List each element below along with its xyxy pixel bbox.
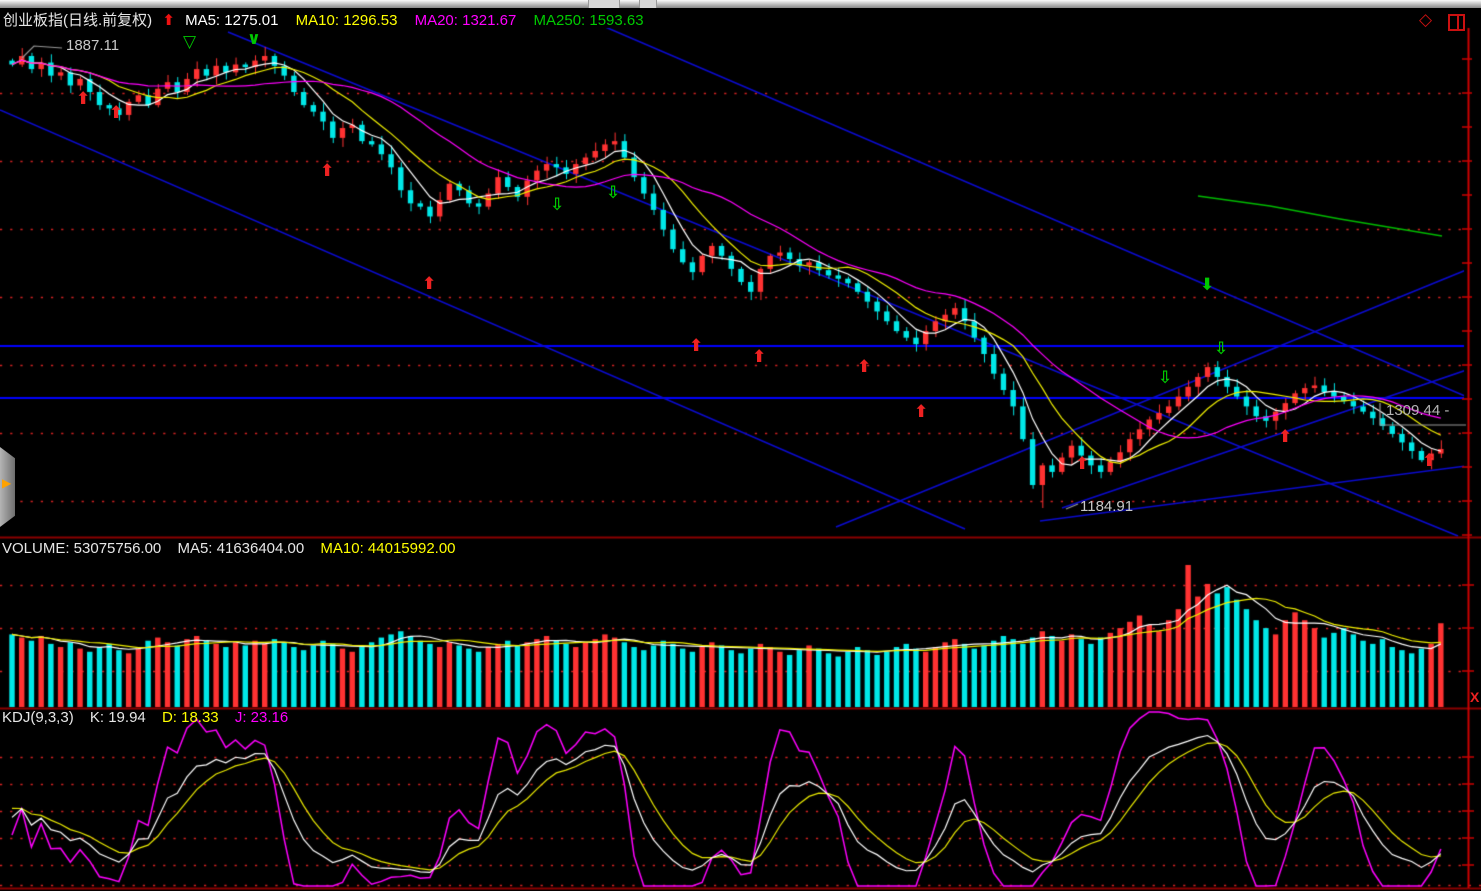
volume-ma5-label: MA5: 41636404.00 bbox=[177, 540, 305, 557]
sell-signal-hollow-arrow: ⇩ bbox=[606, 183, 621, 202]
sell-signal-hollow-arrow: ▽ bbox=[183, 32, 197, 51]
kdj-title-label: KDJ(9,3,3) bbox=[2, 709, 74, 726]
buy-signal-arrow: ⬆ bbox=[422, 274, 437, 293]
symbol-title: 创业板指(日线.前复权) bbox=[3, 12, 153, 29]
diamond-icon[interactable]: ◇ bbox=[1419, 10, 1433, 29]
kdj-k-label: K: 19.94 bbox=[89, 709, 146, 726]
kdj-d-label: D: 18.33 bbox=[161, 709, 219, 726]
buy-signal-arrow: ⬆ bbox=[689, 336, 704, 355]
buy-signal-arrow: ⬆ bbox=[752, 347, 767, 366]
low-price-label: 1184.91 bbox=[1080, 498, 1134, 515]
sell-signal-hollow-arrow: ⇩ bbox=[1214, 339, 1229, 358]
latest-price-tag: 1309.44 - bbox=[1386, 402, 1450, 419]
buy-signal-arrow: ⬆ bbox=[76, 89, 91, 108]
toolbar-button-remnant-2[interactable] bbox=[639, 0, 657, 8]
buy-signal-arrow: ⬆ bbox=[857, 357, 872, 376]
volume-ma10-label: MA10: 44015992.00 bbox=[320, 540, 456, 557]
kdj-header: KDJ(9,3,3) K: 19.94 D: 18.33 J: 23.16 bbox=[2, 709, 300, 726]
expand-arrow-icon: ▶ bbox=[2, 476, 12, 490]
toolbar-button-remnant[interactable] bbox=[588, 0, 620, 8]
buy-signal-arrow: ⬆ bbox=[320, 161, 335, 180]
volume-header: VOLUME: 53075756.00 MA5: 41636404.00 MA1… bbox=[2, 540, 468, 557]
ma20-value-label: MA20: 1321.67 bbox=[414, 12, 517, 29]
trend-up-arrow-icon: ⬆ bbox=[162, 12, 175, 29]
ma250-value-label: MA250: 1593.63 bbox=[533, 12, 644, 29]
close-panel-icon[interactable]: X bbox=[1470, 689, 1480, 705]
split-window-icon[interactable] bbox=[1448, 14, 1465, 31]
sell-signal-arrow: ⬇ bbox=[1200, 275, 1215, 294]
sidebar-collapse-handle[interactable]: ▶ bbox=[0, 447, 15, 527]
toolbar-bottom-edge bbox=[0, 0, 1481, 8]
ma10-value-label: MA10: 1296.53 bbox=[295, 12, 398, 29]
sell-signal-hollow-arrow: ∨ bbox=[247, 29, 261, 48]
buy-signal-arrow: ⬆ bbox=[1422, 451, 1437, 470]
buy-signal-arrow: ⬆ bbox=[1278, 427, 1293, 446]
buy-signal-arrow: ⬆ bbox=[914, 402, 929, 421]
sell-signal-hollow-arrow: ⇩ bbox=[550, 195, 565, 214]
buy-signal-arrow: ⬆ bbox=[1075, 454, 1090, 473]
high-price-label: 1887.11 bbox=[66, 37, 120, 54]
volume-value-label: VOLUME: 53075756.00 bbox=[2, 540, 162, 557]
kdj-j-label: J: 23.16 bbox=[234, 709, 289, 726]
sell-signal-hollow-arrow: ⇩ bbox=[1158, 368, 1173, 387]
kline-header: 创业板指(日线.前复权) ⬆ MA5: 1275.01 MA10: 1296.5… bbox=[3, 9, 657, 30]
pane-divider bbox=[1457, 16, 1460, 29]
buy-signal-arrow: ⬆ bbox=[109, 103, 124, 122]
ma5-value-label: MA5: 1275.01 bbox=[185, 12, 279, 29]
